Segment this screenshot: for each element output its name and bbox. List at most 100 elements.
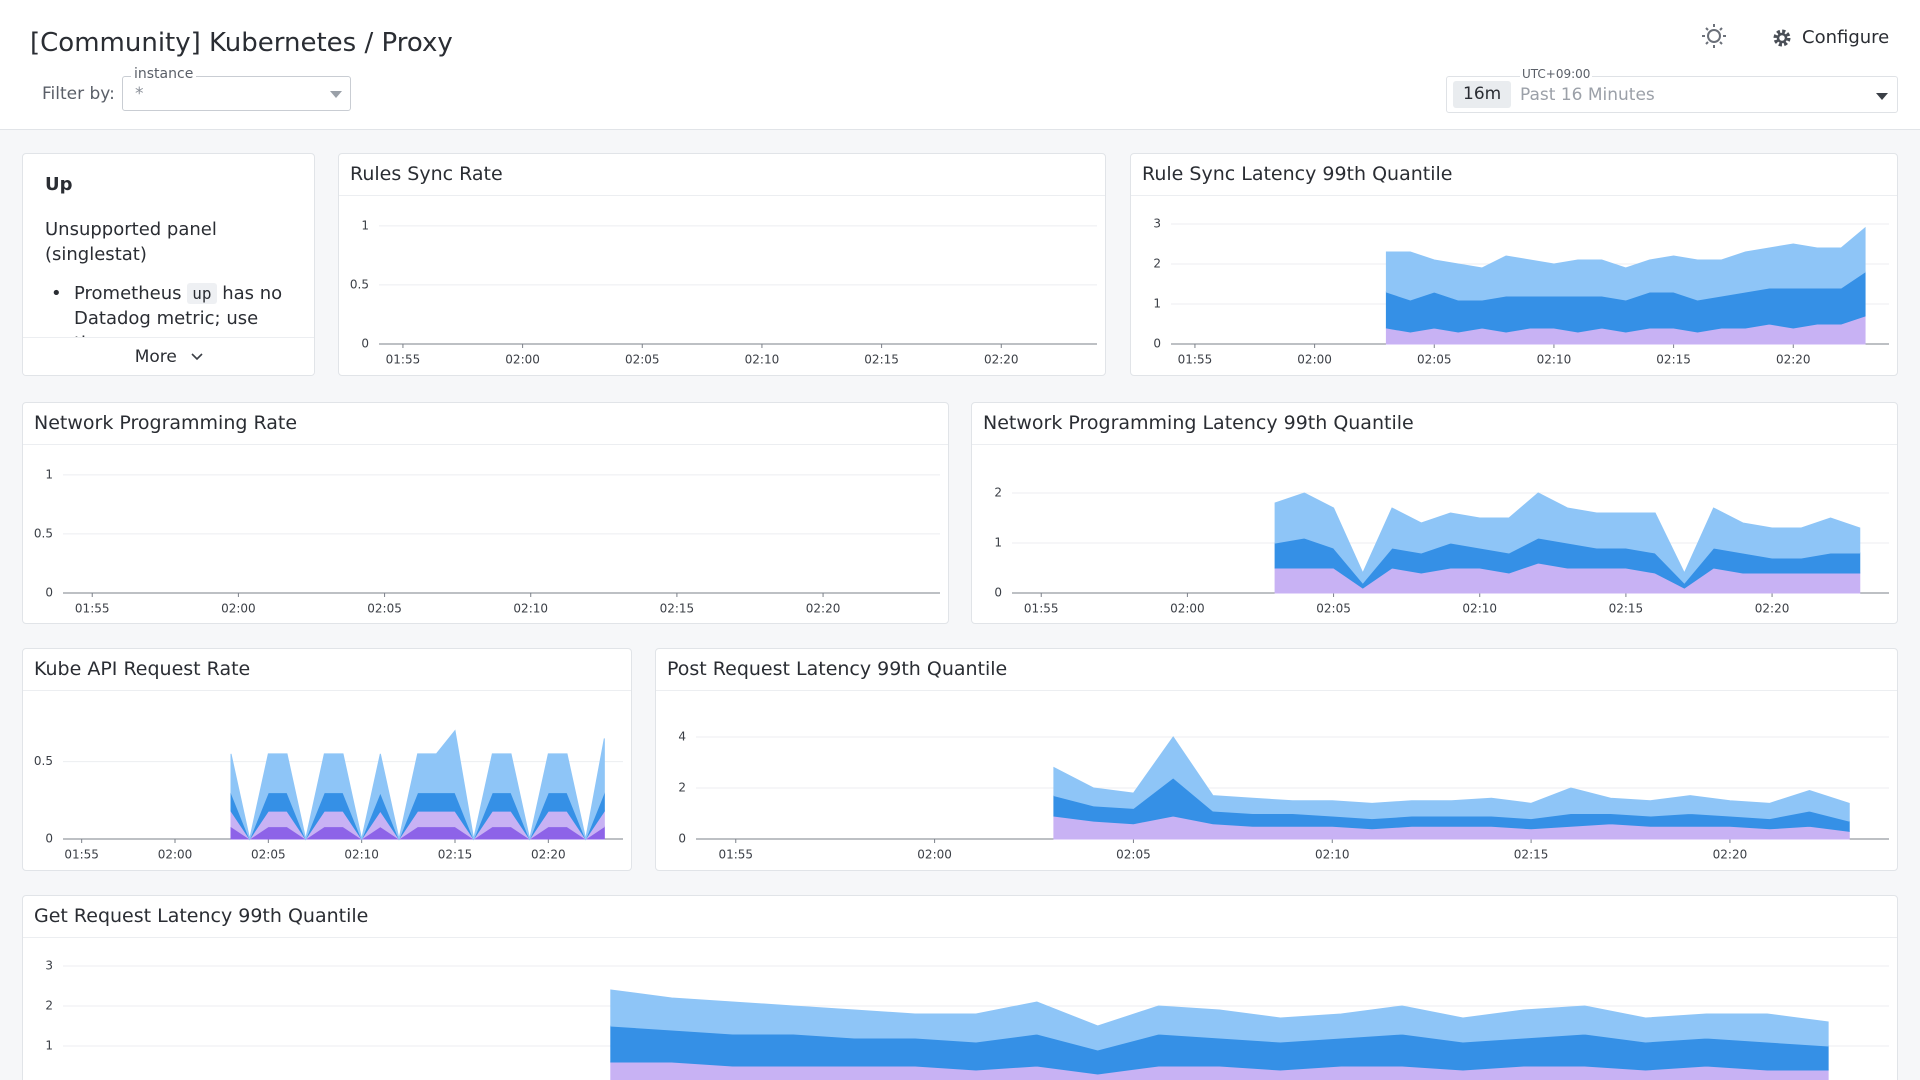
- x-tick-label: 02:20: [806, 602, 841, 616]
- y-tick-label: 1: [361, 218, 369, 232]
- x-tick-label: 02:05: [251, 848, 286, 862]
- chart-panel: Network Programming Rate 0 0.5 1 01:55 02:00 0…: [22, 402, 949, 624]
- x-tick-label: 02:20: [531, 848, 566, 862]
- y-tick-label: 0: [1153, 337, 1161, 351]
- x-tick-label: 02:10: [745, 353, 780, 367]
- x-tick-label: 01:55: [386, 353, 421, 367]
- note-panel: Up Unsupported panel (singlestat) • Prom…: [22, 153, 315, 376]
- y-tick-label: 2: [45, 999, 53, 1013]
- y-tick-label: 1: [994, 536, 1002, 550]
- theme-icon[interactable]: [1700, 18, 1730, 52]
- chart: 0 1 2 01:55 02:00 02:05 02:10 02:15 02:20: [994, 486, 1889, 616]
- x-tick-label: 02:00: [917, 848, 952, 862]
- x-tick-label: 02:10: [1537, 353, 1572, 367]
- x-tick-label: 02:05: [367, 602, 402, 616]
- x-tick-label: 02:15: [438, 848, 473, 862]
- chart: 0 0.5 1 01:55 02:00 02:05 02:10 02:15 02:20: [350, 218, 1097, 367]
- y-tick-label: 2: [994, 486, 1002, 500]
- y-tick-label: 4: [678, 730, 686, 744]
- chart-title: Kube API Request Rate: [23, 649, 631, 691]
- x-tick-label: 02:20: [1755, 602, 1790, 616]
- timezone: UTC+09:00: [1520, 67, 1593, 81]
- x-tick-label: 01:55: [1024, 602, 1059, 616]
- filter-dropdown[interactable]: *: [122, 76, 351, 111]
- y-tick-label: 0.5: [34, 754, 53, 768]
- x-tick-label: 02:20: [1776, 353, 1811, 367]
- stacked-area: [230, 729, 605, 841]
- chart-title: Rules Sync Rate: [339, 154, 1105, 196]
- x-tick-label: 02:05: [1116, 848, 1151, 862]
- x-tick-label: 02:10: [513, 602, 548, 616]
- range-badge: 16m: [1453, 81, 1512, 108]
- y-tick-label: 3: [1153, 217, 1161, 231]
- x-tick-label: 02:20: [1713, 848, 1748, 862]
- x-tick-label: 02:05: [1417, 353, 1452, 367]
- y-tick-label: 0: [45, 832, 53, 846]
- bullet-code: up: [187, 283, 217, 304]
- x-tick-label: 01:55: [75, 602, 110, 616]
- stacked-area: [610, 989, 1829, 1051]
- gear-icon: [1773, 29, 1791, 47]
- y-tick-label: 0.5: [350, 277, 369, 291]
- x-tick-label: 02:00: [221, 602, 256, 616]
- y-tick-label: 0: [994, 586, 1002, 600]
- x-tick-label: 02:05: [1316, 602, 1351, 616]
- x-tick-label: 02:15: [660, 602, 695, 616]
- filter-name: instance: [131, 66, 197, 82]
- chart: 0 2 4 01:55 02:00 02:05 02:10 02:15 02:20: [678, 730, 1889, 862]
- chart-panel: Post Request Latency 99th Quantile 0 2 4 01:…: [655, 648, 1898, 871]
- x-tick-label: 02:00: [505, 353, 540, 367]
- y-tick-label: 2: [678, 781, 686, 795]
- note-text: Unsupported panel (singlestat): [45, 219, 217, 265]
- chart-title: Rule Sync Latency 99th Quantile: [1131, 154, 1897, 196]
- y-tick-label: 0: [361, 337, 369, 351]
- dashboard-title: [Community] Kubernetes / Proxy: [30, 28, 453, 58]
- y-tick-label: 0: [678, 832, 686, 846]
- note-title: Up: [45, 174, 73, 195]
- x-tick-label: 02:15: [864, 353, 899, 367]
- chart-title: Network Programming Latency 99th Quantil…: [972, 403, 1897, 445]
- chart-title: Get Request Latency 99th Quantile: [23, 896, 1897, 938]
- chart-title: Post Request Latency 99th Quantile: [656, 649, 1897, 691]
- y-tick-label: 1: [1153, 297, 1161, 311]
- chart-title: Network Programming Rate: [23, 403, 948, 445]
- stacked-area: [1385, 226, 1866, 301]
- x-tick-label: 02:10: [344, 848, 379, 862]
- x-tick-label: 02:15: [1514, 848, 1549, 862]
- stacked-area: [1274, 492, 1861, 584]
- bullet-dot: •: [51, 283, 62, 304]
- range-text: Past 16 Minutes: [1520, 85, 1655, 105]
- y-tick-label: 2: [1153, 257, 1161, 271]
- x-tick-label: 02:15: [1609, 602, 1644, 616]
- bullet-start: Prometheus: [74, 283, 182, 304]
- y-tick-label: 1: [45, 467, 53, 481]
- y-tick-label: 0.5: [34, 526, 53, 540]
- chart-panel: Kube API Request Rate 0 0.5 01:55 02:00 02:05…: [22, 648, 632, 871]
- x-tick-label: 02:00: [1170, 602, 1205, 616]
- more-label: More: [134, 347, 177, 367]
- x-tick-label: 01:55: [64, 848, 99, 862]
- chart: 0 0.5 1 01:55 02:00 02:05 02:10 02:15 02:20: [34, 467, 940, 616]
- header: [Community] Kubernetes / Proxy Filter by…: [0, 0, 1920, 130]
- chart-panel: Rules Sync Rate 0 0.5 1 01:55 02:00 02:05 02:10…: [338, 153, 1106, 376]
- y-tick-label: 3: [45, 959, 53, 973]
- chart-panel: Get Request Latency 99th Quantile 1 2 3: [22, 895, 1898, 1080]
- y-tick-label: 1: [45, 1039, 53, 1053]
- x-tick-label: 01:55: [1178, 353, 1213, 367]
- y-tick-label: 0: [45, 586, 53, 600]
- x-tick-label: 02:05: [625, 353, 660, 367]
- x-tick-label: 02:10: [1462, 602, 1497, 616]
- more-button[interactable]: More: [23, 337, 314, 375]
- chart-panel: Rule Sync Latency 99th Quantile 0 1 2 3 01:55…: [1130, 153, 1898, 376]
- stacked-area: [230, 825, 605, 840]
- configure-label: Configure: [1802, 27, 1890, 48]
- stacked-area: [1053, 736, 1850, 822]
- chart-panel: Network Programming Latency 99th Quantil…: [971, 402, 1898, 624]
- dropdown-arrow: [1876, 93, 1888, 100]
- chart: 0 1 2 3 01:55 02:00 02:05 02:10 02:15 02:20: [1153, 217, 1889, 367]
- x-tick-label: 02:00: [158, 848, 193, 862]
- x-tick-label: 02:20: [984, 353, 1019, 367]
- time-picker[interactable]: 16m Past 16 Minutes: [1446, 76, 1898, 113]
- chart: 0 0.5 01:55 02:00 02:05 02:10 02:15 02:20: [34, 729, 623, 862]
